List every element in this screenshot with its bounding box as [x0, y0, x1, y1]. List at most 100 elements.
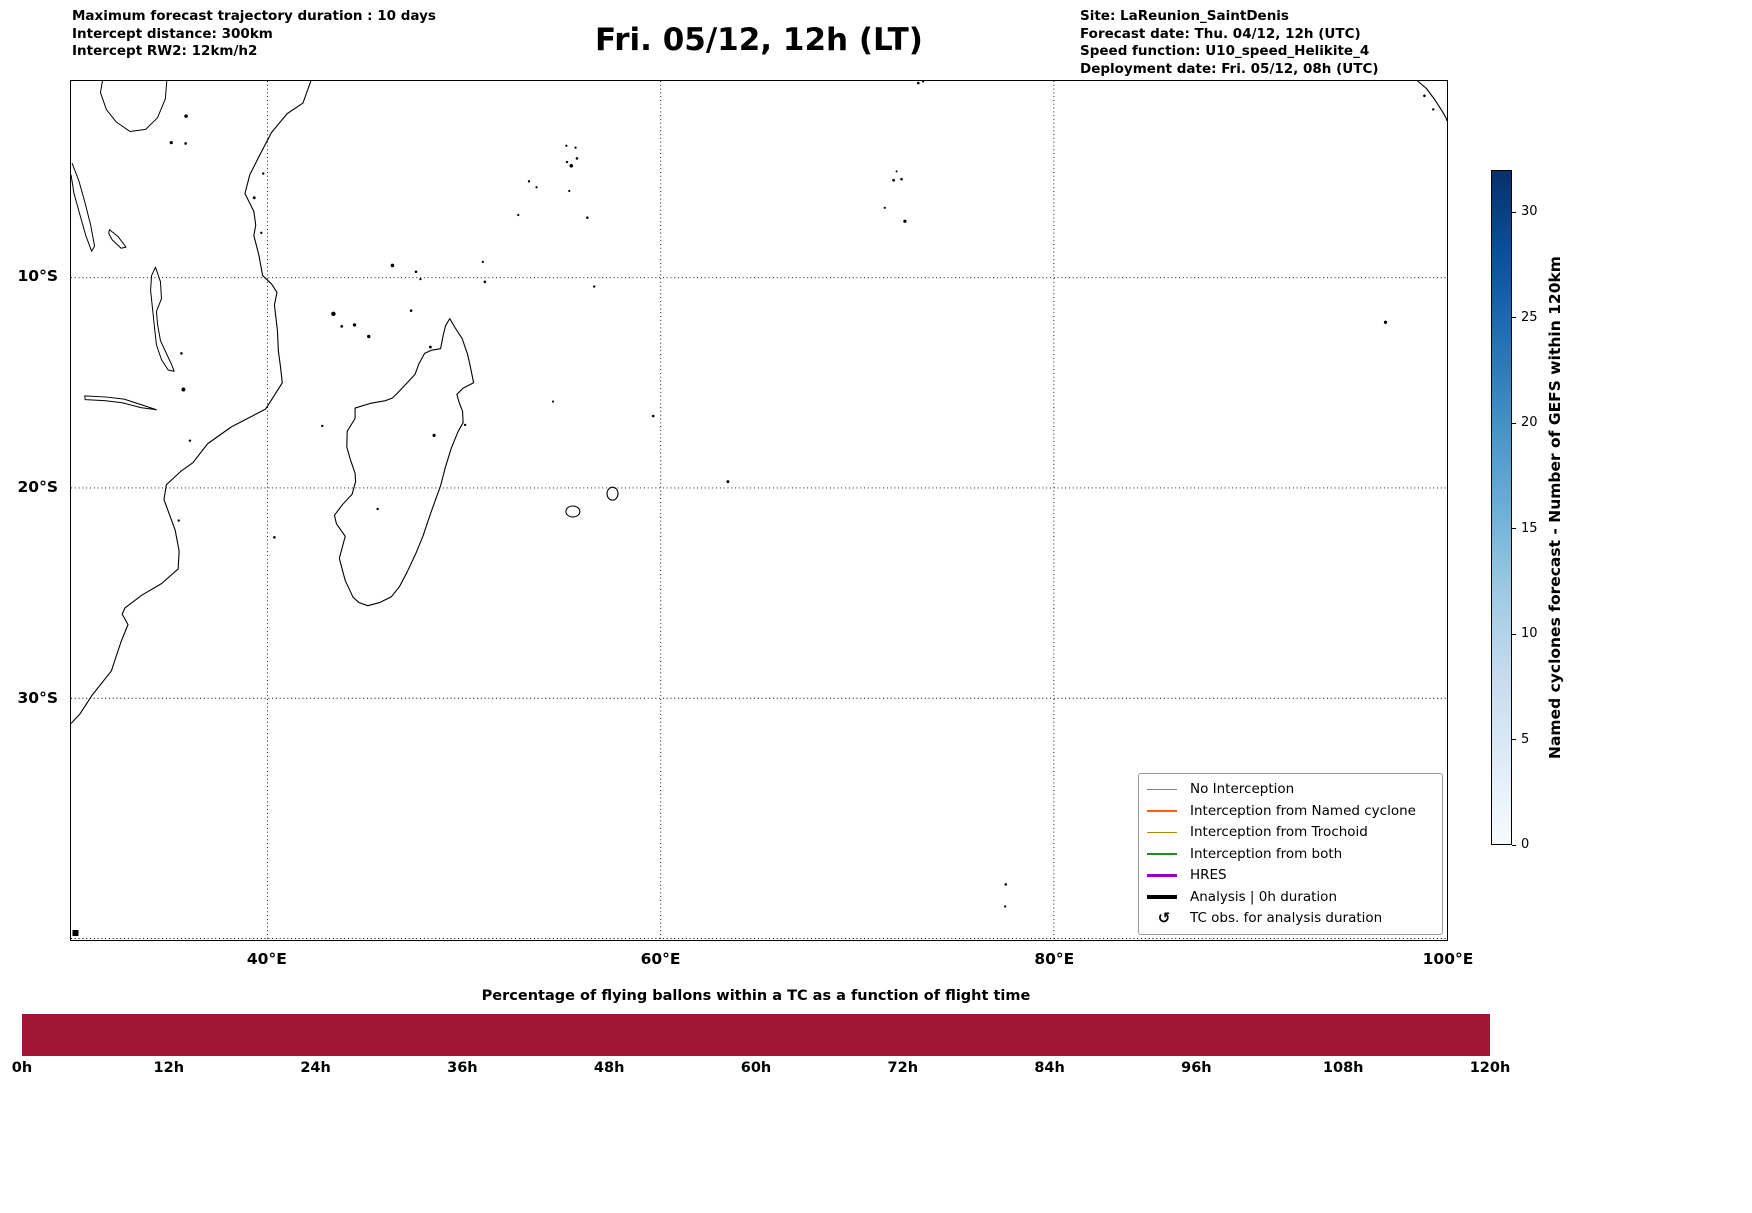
legend-item: Interception from both — [1147, 843, 1434, 865]
island-marker — [409, 309, 413, 312]
legend-item: No Interception — [1147, 779, 1434, 801]
colorbar-tick-label: 15 — [1521, 520, 1538, 536]
island-marker — [1004, 883, 1008, 886]
island-marker — [419, 278, 422, 281]
legend-line — [1147, 895, 1177, 899]
legend-label: Interception from Named cyclone — [1190, 802, 1416, 819]
legend-label: TC obs. for analysis duration — [1190, 910, 1383, 927]
bottom-chart-tick-label: 36h — [447, 1060, 478, 1076]
sumatra-coastline — [1417, 81, 1447, 122]
colorbar-label: Named cyclones forecast - Number of GEFS… — [1546, 256, 1564, 759]
legend-line — [1147, 853, 1177, 855]
lake-malawi — [150, 266, 175, 372]
coastline-basemap — [71, 81, 1447, 940]
island-marker — [260, 231, 263, 235]
legend-label: Interception from Trochoid — [1190, 824, 1368, 841]
island-marker — [916, 81, 920, 85]
legend-item: Interception from Named cyclone — [1147, 800, 1434, 822]
legend-line-swatch — [1147, 873, 1181, 877]
island-marker — [340, 325, 344, 328]
island-marker — [569, 164, 574, 168]
island-marker — [428, 345, 432, 349]
colorbar-tick-label: 20 — [1521, 415, 1538, 431]
colorbar-tick-mark — [1512, 528, 1516, 530]
island-marker — [188, 439, 192, 442]
island-marker — [252, 196, 256, 200]
colorbar-tick-mark — [1512, 317, 1516, 319]
legend-line-swatch — [1147, 895, 1181, 899]
island-marker — [177, 519, 180, 522]
bottom-chart-tick-label: 12h — [153, 1060, 185, 1076]
y-axis-tick-label: 10°S — [17, 267, 58, 286]
forecast-date-text: Forecast date: Thu. 04/12, 12h (UTC) — [1080, 25, 1361, 42]
deployment-date-text: Deployment date: Fri. 05/12, 08h (UTC) — [1080, 60, 1379, 77]
island-marker — [900, 177, 903, 181]
max-duration-text: Maximum forecast trajectory duration : 1… — [72, 8, 436, 24]
island-marker — [574, 146, 577, 149]
island-marker — [483, 280, 487, 284]
colorbar-tick-label: 25 — [1521, 309, 1538, 325]
island-marker — [180, 352, 183, 355]
island-marker — [586, 216, 589, 219]
island-marker — [1423, 94, 1426, 98]
island-marker — [463, 423, 467, 427]
legend-line — [1147, 810, 1177, 812]
lake-rukwa — [108, 229, 127, 249]
y-axis-tick-label: 30°S — [17, 688, 58, 707]
colorbar-tick-label: 10 — [1521, 626, 1538, 642]
island-marker — [376, 507, 379, 511]
colorbar-gradient — [1491, 170, 1512, 845]
island-marker — [903, 219, 907, 223]
island-marker — [367, 334, 371, 339]
intercept-rw2-text: Intercept RW2: 12km/h2 — [72, 43, 258, 59]
colorbar-tick-label: 5 — [1521, 731, 1530, 747]
speed-function-text: Speed function: U10_speed_Helikite_4 — [1080, 43, 1370, 59]
tc-obs-rotation-icon: ↺ — [1157, 909, 1171, 928]
island-marker — [527, 180, 531, 183]
island-marker — [169, 141, 173, 145]
legend-label: No Interception — [1190, 781, 1295, 798]
x-axis-tick-label: 60°E — [640, 950, 681, 968]
reunion-outline — [565, 505, 581, 518]
bottom-chart-title: Percentage of flying ballons within a TC… — [481, 988, 1031, 1004]
island-marker — [565, 160, 569, 164]
legend-line-swatch — [1147, 810, 1181, 812]
legend-line — [1147, 873, 1177, 877]
island-marker — [390, 263, 395, 268]
legend-line-swatch — [1147, 853, 1181, 855]
legend-item: Analysis | 0h duration — [1147, 886, 1434, 908]
island-marker — [273, 536, 276, 539]
bottom-chart-tick-label: 60h — [740, 1060, 772, 1076]
bottom-chart-tick-label: 72h — [887, 1060, 919, 1076]
legend-line — [1147, 831, 1177, 833]
x-axis-tick-label: 80°E — [1034, 950, 1075, 968]
island-marker — [575, 157, 579, 160]
bottom-chart-tick-label: 0h — [11, 1060, 33, 1076]
map-axes: No Interception Interception from Named c… — [70, 80, 1448, 941]
island-marker — [551, 400, 555, 403]
island-marker — [1004, 905, 1007, 908]
island-marker — [517, 213, 520, 217]
island-marker — [535, 186, 538, 189]
island-marker — [331, 311, 336, 317]
legend-item: Interception from Trochoid — [1147, 822, 1434, 844]
island-marker — [651, 414, 655, 418]
map-legend: No Interception Interception from Named c… — [1138, 772, 1443, 935]
island-marker — [892, 178, 896, 182]
island-marker — [1383, 320, 1388, 324]
legend-line — [1147, 788, 1177, 790]
colorbar-tick-mark — [1512, 633, 1516, 635]
lake-cahora-bassa — [84, 395, 157, 411]
bottom-chart-tick-label: 120h — [1469, 1060, 1511, 1076]
island-marker — [432, 433, 436, 437]
analysis-start-marker — [72, 930, 79, 937]
legend-label: Analysis | 0h duration — [1190, 888, 1337, 905]
africa-coastline — [71, 81, 312, 724]
site-text: Site: LaReunion_SaintDenis — [1080, 8, 1289, 24]
tc-percentage-bar — [22, 1014, 1490, 1056]
island-marker — [181, 387, 186, 392]
y-axis-tick-label: 20°S — [17, 477, 58, 496]
island-marker — [922, 81, 925, 83]
island-marker — [262, 172, 265, 175]
x-axis-tick-label: 40°E — [246, 950, 287, 968]
